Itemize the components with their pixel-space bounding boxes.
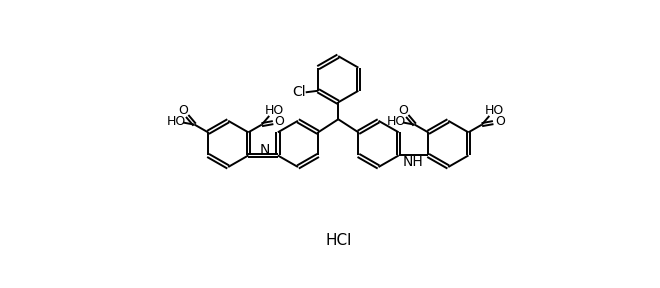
Text: NH: NH [403,156,424,169]
Text: HO: HO [166,115,185,128]
Text: O: O [275,115,284,128]
Text: HO: HO [265,104,284,117]
Text: Cl: Cl [292,85,306,99]
Text: HO: HO [387,115,406,128]
Text: HCl: HCl [325,233,351,249]
Text: O: O [178,104,188,117]
Text: HO: HO [484,104,504,117]
Text: O: O [495,115,505,128]
Text: O: O [398,104,408,117]
Text: N: N [259,143,270,157]
